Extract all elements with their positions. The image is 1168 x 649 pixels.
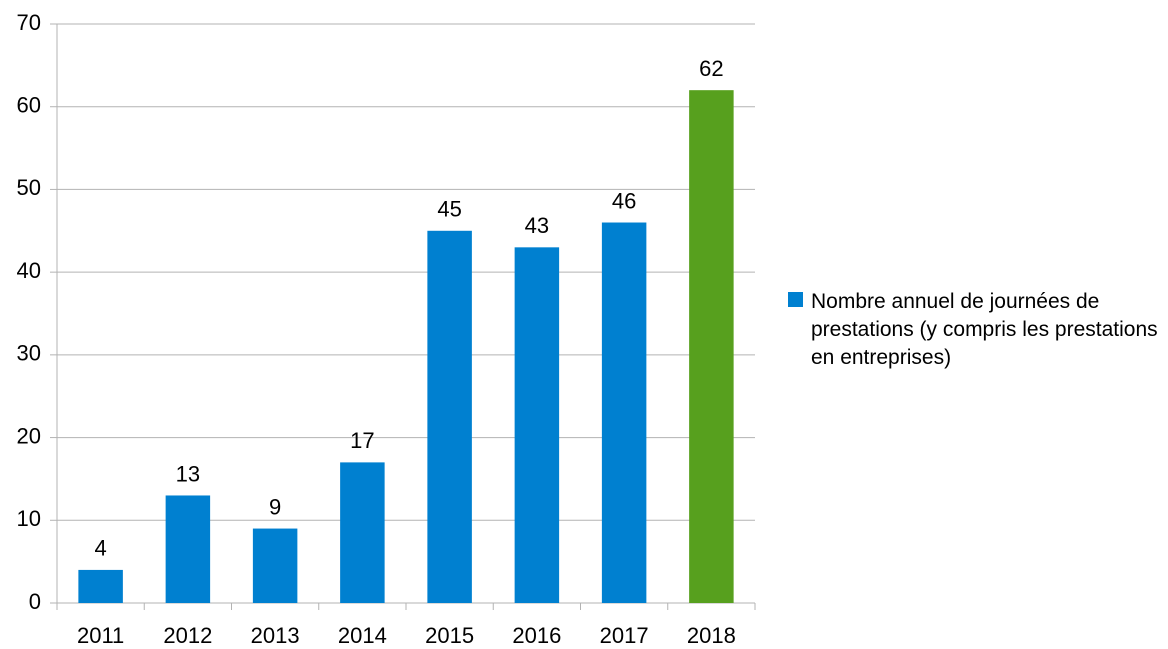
legend-label: Nombre annuel de journées de prestations… (811, 290, 1158, 369)
bar (78, 569, 123, 603)
x-tick-label: 2016 (512, 623, 561, 648)
x-tick-label: 2015 (425, 623, 474, 648)
data-label: 13 (176, 461, 200, 486)
x-tick-label: 2017 (600, 623, 649, 648)
data-label: 4 (95, 536, 107, 561)
y-tick-label: 50 (17, 175, 41, 200)
legend: Nombre annuel de journées de prestations… (788, 288, 1161, 372)
x-tick-label: 2012 (163, 623, 212, 648)
bar (165, 495, 211, 603)
x-tick-label: 2013 (251, 623, 300, 648)
data-label: 43 (525, 213, 549, 238)
x-tick-label: 2011 (77, 623, 124, 648)
bar (252, 528, 298, 603)
data-label: 17 (350, 428, 374, 453)
data-label: 62 (699, 56, 723, 81)
bar (340, 462, 385, 603)
y-tick-label: 10 (17, 506, 41, 531)
bar (601, 222, 647, 603)
y-tick-label: 20 (17, 423, 41, 448)
data-label: 45 (437, 197, 461, 222)
data-label: 9 (269, 494, 281, 519)
y-tick-label: 30 (17, 341, 41, 366)
y-tick-label: 60 (17, 93, 41, 118)
bar (689, 90, 734, 603)
y-tick-label: 40 (17, 258, 41, 283)
data-label: 46 (612, 188, 636, 213)
x-tick-label: 2014 (338, 623, 387, 648)
bar (514, 247, 560, 604)
y-tick-label: 0 (29, 589, 41, 614)
x-tick-label: 2018 (687, 623, 736, 648)
y-tick-label: 70 (17, 10, 41, 35)
legend-swatch (788, 292, 803, 307)
bar (427, 230, 472, 604)
